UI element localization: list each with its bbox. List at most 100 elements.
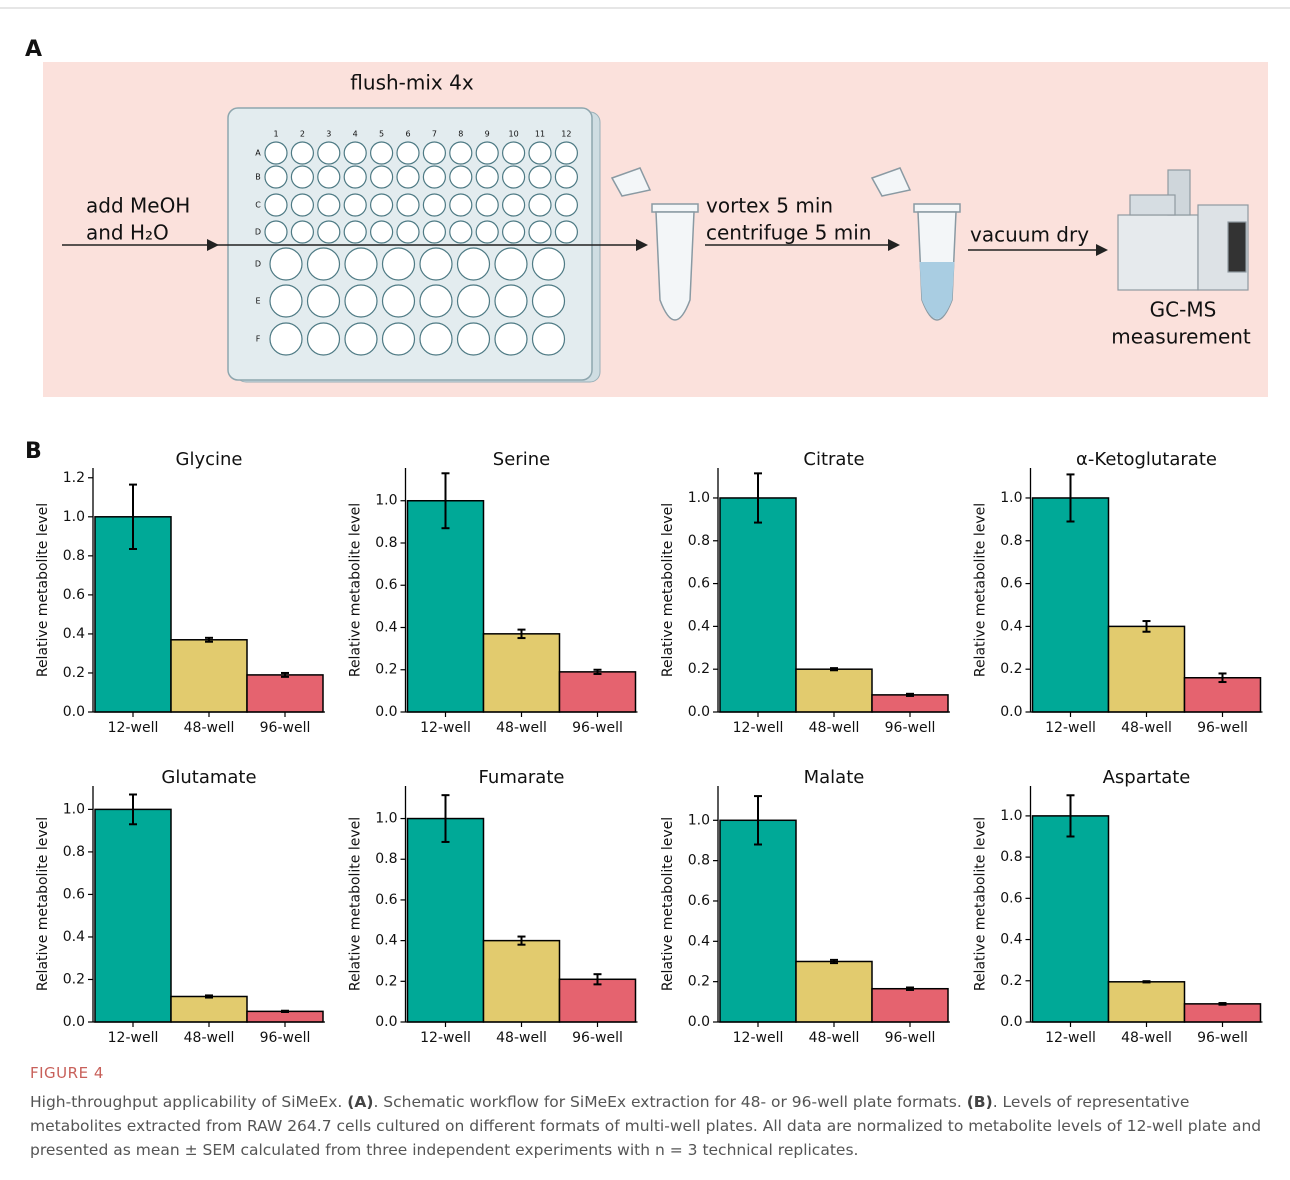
y-tick-label: 1.0 [1000, 490, 1022, 506]
x-tick-label: 48-well [809, 720, 860, 736]
plate-column-label: 4 [353, 130, 358, 139]
well [265, 166, 287, 188]
x-tick-label: 12-well [733, 1030, 784, 1046]
well [458, 323, 490, 355]
well [503, 221, 525, 243]
x-tick-label: 96-well [260, 720, 311, 736]
well [345, 323, 377, 355]
well [503, 194, 525, 216]
well [344, 194, 366, 216]
y-axis-label: Relative metabolite level [348, 817, 364, 991]
y-tick-label: 0.2 [1000, 973, 1022, 989]
well [397, 166, 419, 188]
y-tick-label: 0.6 [375, 892, 397, 908]
well [291, 142, 313, 164]
well [344, 166, 366, 188]
panel-label: B [25, 439, 42, 464]
well [450, 166, 472, 188]
tube-rim [914, 204, 960, 212]
y-tick-label: 0.4 [63, 929, 85, 945]
well [476, 194, 498, 216]
bar [720, 498, 796, 712]
well [318, 142, 340, 164]
y-tick-label: 0.8 [375, 851, 397, 867]
well [533, 285, 565, 317]
well [344, 142, 366, 164]
bar [560, 672, 636, 712]
y-axis-label: Relative metabolite level [35, 817, 51, 991]
y-tick-label: 0.6 [1000, 890, 1022, 906]
well [420, 285, 452, 317]
tube-rim [652, 204, 698, 212]
well [291, 221, 313, 243]
well [555, 221, 577, 243]
well [397, 142, 419, 164]
bar [1185, 1004, 1261, 1022]
y-tick-label: 0.2 [1000, 661, 1022, 677]
x-tick-label: 48-well [496, 1030, 547, 1046]
y-tick-label: 0.6 [1000, 576, 1022, 592]
bar [408, 501, 484, 712]
well [265, 194, 287, 216]
well [529, 194, 551, 216]
y-tick-label: 1.0 [63, 509, 85, 525]
y-tick-label: 1.0 [688, 490, 710, 506]
y-tick-label: 0.6 [688, 893, 710, 909]
y-tick-label: 0.4 [688, 618, 710, 634]
chart-title: Aspartate [1103, 767, 1191, 788]
bar [560, 979, 636, 1022]
well [270, 248, 302, 280]
y-tick-label: 1.0 [63, 801, 85, 817]
well [318, 221, 340, 243]
y-tick-label: 0.8 [1000, 849, 1022, 865]
well [450, 221, 472, 243]
plate-row-label: F [256, 335, 261, 344]
x-tick-label: 96-well [1197, 720, 1248, 736]
plate-column-label: 8 [458, 130, 463, 139]
page: A flush-mix 4x add MeOH and H₂O 12345678… [0, 0, 1290, 1180]
figure-label: FIGURE 4 [30, 1064, 104, 1082]
well [318, 194, 340, 216]
well [423, 142, 445, 164]
well [383, 248, 415, 280]
chart-title: Glycine [176, 449, 243, 470]
plate-row-label: C [255, 201, 261, 210]
y-tick-label: 0.0 [688, 704, 710, 720]
y-tick-label: 0.2 [375, 662, 397, 678]
mix-step: flush-mix 4x [350, 71, 474, 95]
bar [872, 695, 948, 712]
bar [1109, 982, 1185, 1022]
plate-row-label: E [255, 297, 260, 306]
add-step: and H₂O [86, 221, 169, 245]
well [458, 248, 490, 280]
x-tick-label: 12-well [108, 1030, 159, 1046]
x-tick-label: 12-well [1045, 1030, 1096, 1046]
y-tick-label: 0.4 [375, 619, 397, 635]
y-axis-label: Relative metabolite level [348, 503, 364, 677]
y-tick-label: 1.0 [375, 811, 397, 827]
y-tick-label: 0.6 [63, 587, 85, 603]
y-tick-label: 0.2 [688, 661, 710, 677]
x-tick-label: 12-well [733, 720, 784, 736]
y-tick-label: 0.4 [1000, 618, 1022, 634]
plate-column-label: 2 [300, 130, 305, 139]
add-step: add MeOH [86, 194, 190, 218]
plate-column-label: 12 [561, 130, 571, 139]
well [476, 142, 498, 164]
y-tick-label: 0.4 [1000, 932, 1022, 948]
instrument-label: GC-MS [1150, 298, 1217, 322]
y-tick-label: 0.0 [1000, 704, 1022, 720]
y-tick-label: 0.0 [63, 704, 85, 720]
well [555, 166, 577, 188]
bar [484, 634, 560, 712]
x-tick-label: 48-well [809, 1030, 860, 1046]
well [495, 248, 527, 280]
chart-title: Malate [804, 767, 865, 788]
well [383, 323, 415, 355]
x-tick-label: 96-well [1197, 1030, 1248, 1046]
y-axis-label: Relative metabolite level [660, 503, 676, 677]
well [308, 285, 340, 317]
instrument-label: measurement [1111, 325, 1251, 349]
plate-row-label: D [255, 228, 261, 237]
well [344, 221, 366, 243]
